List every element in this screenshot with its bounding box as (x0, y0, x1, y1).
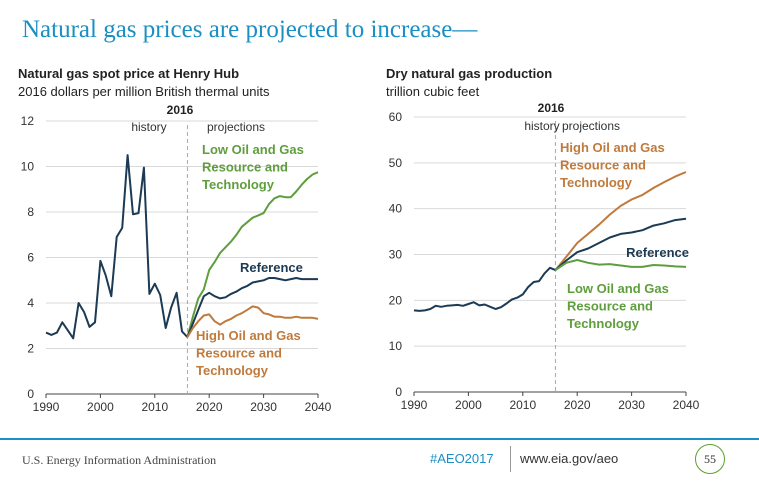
y-tick-label: 10 (21, 160, 35, 174)
page-number-badge: 55 (695, 444, 725, 474)
series-label-high-oil-and-gas-resource-and-technology: High Oil and Gas Resource and Technology (560, 140, 665, 190)
y-tick-label: 0 (395, 385, 402, 399)
x-tick-label: 1990 (33, 400, 60, 414)
series-label-line: High Oil and Gas (560, 140, 665, 155)
series-line-low-oil-and-gas-resource-and-technology (186, 171, 319, 338)
history-label: history (131, 120, 166, 134)
x-tick-label: 2040 (673, 398, 700, 412)
series-line-reference (554, 217, 687, 271)
divider-year-label: 2016 (538, 101, 565, 115)
x-tick-label: 1990 (401, 398, 428, 412)
y-tick-label: 30 (389, 248, 403, 262)
slide-title: Natural gas prices are projected to incr… (22, 16, 478, 43)
series-label-line: Low Oil and Gas (202, 142, 304, 157)
series-label-reference: Reference (626, 245, 689, 260)
projections-label: projections (207, 120, 265, 134)
history-label: history (524, 119, 559, 133)
series-line-low-oil-and-gas-resource-and-technology (554, 259, 687, 271)
series-label-line: Resource and (567, 299, 653, 314)
x-tick-label: 2040 (305, 400, 332, 414)
x-tick-label: 2000 (87, 400, 114, 414)
x-tick-label: 2030 (618, 398, 645, 412)
series-line-history (45, 154, 189, 340)
series-label-line: Low Oil and Gas (567, 281, 669, 296)
dry-gas-production-chart: Dry natural gas production trillion cubi… (386, 64, 711, 429)
y-tick-label: 20 (389, 293, 403, 307)
chart-subtitle: trillion cubic feet (386, 84, 480, 99)
projections-label: projections (562, 119, 620, 133)
x-tick-label: 2010 (509, 398, 536, 412)
series-label-line: Technology (202, 177, 275, 192)
y-tick-label: 60 (389, 110, 403, 124)
series-line-high-oil-and-gas-resource-and-technology (554, 171, 687, 271)
series-label-line: Technology (560, 175, 633, 190)
series-label-line: Reference (626, 245, 689, 260)
series-label-line: Technology (567, 316, 640, 331)
series-line-reference (186, 277, 318, 338)
footer-hashtag-link[interactable]: #AEO2017 (430, 451, 494, 466)
series-label-line: Technology (196, 363, 269, 378)
y-tick-label: 0 (27, 387, 34, 401)
footer-agency-name: U.S. Energy Information Administration (22, 453, 217, 467)
series-label-line: Resource and (202, 160, 288, 175)
chart-title: Dry natural gas production (386, 66, 553, 81)
y-tick-label: 8 (27, 205, 34, 219)
series-label-line: Reference (240, 260, 303, 275)
series-label-line: High Oil and Gas (196, 328, 301, 343)
y-tick-label: 12 (21, 114, 35, 128)
footer-url-link[interactable]: www.eia.gov/aeo (520, 451, 619, 466)
x-tick-label: 2030 (250, 400, 277, 414)
y-tick-label: 40 (389, 202, 403, 216)
chart-plot: 0 2 4 6 8 10 12 1990 2000 2010 2020 2030 2040 2016his… (21, 103, 332, 414)
series-label-low-oil-and-gas-resource-and-technology: Low Oil and Gas Resource and Technology (202, 142, 304, 192)
y-tick-label: 10 (389, 339, 403, 353)
series-line-history (413, 266, 556, 312)
x-tick-label: 2010 (141, 400, 168, 414)
y-tick-label: 2 (27, 342, 34, 356)
x-tick-label: 2020 (196, 400, 223, 414)
footer-divider-line (0, 438, 759, 440)
series-line-high-oil-and-gas-resource-and-technology (186, 305, 319, 338)
y-tick-label: 4 (27, 296, 34, 310)
series-label-reference: Reference (240, 260, 303, 275)
divider-year-label: 2016 (167, 103, 194, 117)
y-tick-label: 50 (389, 156, 403, 170)
series-label-high-oil-and-gas-resource-and-technology: High Oil and Gas Resource and Technology (196, 328, 301, 378)
y-tick-label: 6 (27, 251, 34, 265)
footer-separator (510, 446, 511, 472)
x-tick-label: 2000 (455, 398, 482, 412)
series-label-low-oil-and-gas-resource-and-technology: Low Oil and Gas Resource and Technology (567, 281, 669, 331)
chart-title: Natural gas spot price at Henry Hub (18, 66, 240, 81)
henry-hub-price-chart: Natural gas spot price at Henry Hub 2016… (18, 64, 348, 429)
series-label-line: Resource and (196, 346, 282, 361)
series-label-line: Resource and (560, 158, 646, 173)
x-tick-label: 2020 (564, 398, 591, 412)
chart-subtitle: 2016 dollars per million British thermal… (18, 84, 270, 99)
